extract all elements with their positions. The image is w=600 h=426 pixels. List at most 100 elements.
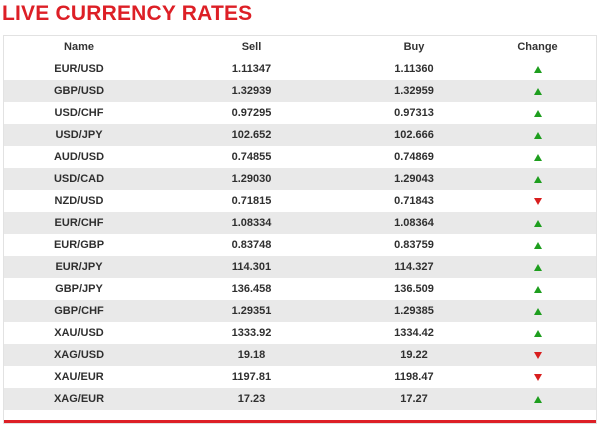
cell-change xyxy=(479,146,596,168)
triangle-up-icon xyxy=(533,175,542,183)
cell-name: USD/CAD xyxy=(4,168,154,190)
cell-sell: 102.652 xyxy=(154,124,349,146)
cell-sell: 0.83748 xyxy=(231,239,272,251)
cell-change xyxy=(479,58,596,80)
cell-name: AUD/USD xyxy=(53,151,105,163)
cell-buy: 1.08364 xyxy=(349,212,479,234)
cell-name: EUR/CHF xyxy=(4,212,154,234)
cell-name: XAG/EUR xyxy=(4,388,154,410)
cell-change xyxy=(479,124,596,146)
cell-sell: 1.29351 xyxy=(154,300,349,322)
table-row: XAG/EUR 17.23 17.27 xyxy=(4,388,596,410)
cell-name: EUR/GBP xyxy=(53,239,105,251)
triangle-up-icon xyxy=(533,153,542,161)
cell-change xyxy=(479,322,596,344)
cell-change xyxy=(479,366,596,388)
cell-change xyxy=(479,278,596,300)
cell-change xyxy=(479,190,596,212)
bottom-accent-rule xyxy=(4,420,596,423)
cell-buy: 136.509 xyxy=(394,283,434,295)
cell-change xyxy=(479,344,596,366)
triangle-up-icon xyxy=(533,329,542,337)
triangle-up-icon xyxy=(533,109,542,117)
cell-buy: 114.327 xyxy=(349,256,479,278)
cell-buy: 19.22 xyxy=(349,344,479,366)
triangle-up-icon xyxy=(533,263,542,271)
cell-sell: 1.11347 xyxy=(231,63,272,75)
cell-sell: 1197.81 xyxy=(231,371,272,383)
cell-sell: 1.08334 xyxy=(154,212,349,234)
table-row: XAU/EUR 1197.81 1198.47 xyxy=(4,366,596,388)
cell-sell: 114.301 xyxy=(154,256,349,278)
cell-change xyxy=(479,256,596,278)
cell-name: XAU/EUR xyxy=(54,371,104,383)
cell-change xyxy=(479,80,596,102)
table-row: GBP/USD 1.32939 1.32959 xyxy=(4,80,596,102)
triangle-up-icon xyxy=(533,307,542,315)
table-row: NZD/USD 0.71815 0.71843 xyxy=(4,190,596,212)
cell-sell: 0.97295 xyxy=(231,107,272,119)
cell-buy: 1.32959 xyxy=(349,80,479,102)
cell-buy: 1334.42 xyxy=(394,327,434,339)
cell-name: XAG/USD xyxy=(4,344,154,366)
table-row: EUR/JPY 114.301 114.327 xyxy=(4,256,596,278)
cell-name: USD/JPY xyxy=(4,124,154,146)
cell-sell: 19.18 xyxy=(154,344,349,366)
cell-name: XAU/USD xyxy=(54,327,104,339)
cell-change xyxy=(479,102,596,124)
cell-sell: 0.74855 xyxy=(231,151,272,163)
triangle-down-icon xyxy=(533,197,542,205)
column-header-sell: Sell xyxy=(241,41,262,53)
table-row: GBP/JPY 136.458 136.509 xyxy=(4,278,596,300)
triangle-down-icon xyxy=(533,351,542,359)
cell-name: EUR/USD xyxy=(54,63,104,75)
cell-buy: 1.29043 xyxy=(349,168,479,190)
table-row: XAG/USD 19.18 19.22 xyxy=(4,344,596,366)
cell-change xyxy=(479,212,596,234)
cell-buy: 1.11360 xyxy=(394,63,434,75)
column-header-change: Change xyxy=(517,41,558,53)
cell-change xyxy=(479,168,596,190)
table-row: USD/CHF 0.97295 0.97313 xyxy=(4,102,596,124)
cell-sell: 0.71815 xyxy=(231,195,272,207)
table-row: EUR/GBP 0.83748 0.83759 xyxy=(4,234,596,256)
cell-buy: 102.666 xyxy=(349,124,479,146)
column-header-name: Name xyxy=(64,41,94,53)
cell-name: GBP/USD xyxy=(4,80,154,102)
currency-rates-panel: Name Sell Buy Change EUR/USD 1.11347 1.113… xyxy=(3,35,597,424)
cell-buy: 0.74869 xyxy=(394,151,434,163)
cell-sell: 136.458 xyxy=(231,283,272,295)
table-row: XAU/USD 1333.92 1334.42 xyxy=(4,322,596,344)
cell-name: NZD/USD xyxy=(54,195,104,207)
table-row: EUR/USD 1.11347 1.11360 xyxy=(4,58,596,80)
cell-change xyxy=(479,300,596,322)
cell-sell: 1.29030 xyxy=(154,168,349,190)
cell-name: GBP/JPY xyxy=(55,283,103,295)
triangle-up-icon xyxy=(533,65,542,73)
cell-change xyxy=(479,388,596,410)
triangle-up-icon xyxy=(533,219,542,227)
table-header-row: Name Sell Buy Change xyxy=(4,36,596,58)
currency-rates-body: EUR/USD 1.11347 1.11360 GBP/USD 1.32939 1.329… xyxy=(4,58,596,410)
cell-name: GBP/CHF xyxy=(4,300,154,322)
triangle-up-icon xyxy=(533,131,542,139)
triangle-up-icon xyxy=(533,285,542,293)
cell-buy: 1.29385 xyxy=(349,300,479,322)
table-row: EUR/CHF 1.08334 1.08364 xyxy=(4,212,596,234)
table-row: USD/CAD 1.29030 1.29043 xyxy=(4,168,596,190)
cell-buy: 0.83759 xyxy=(394,239,434,251)
currency-rates-table: Name Sell Buy Change EUR/USD 1.11347 1.113… xyxy=(4,36,596,410)
column-header-buy: Buy xyxy=(403,41,425,53)
cell-buy: 0.71843 xyxy=(394,195,434,207)
triangle-up-icon xyxy=(533,395,542,403)
cell-sell: 1333.92 xyxy=(231,327,272,339)
cell-sell: 1.32939 xyxy=(154,80,349,102)
cell-name: EUR/JPY xyxy=(4,256,154,278)
page-title: LIVE CURRENCY RATES xyxy=(2,2,253,25)
table-row: AUD/USD 0.74855 0.74869 xyxy=(4,146,596,168)
triangle-up-icon xyxy=(533,241,542,249)
cell-change xyxy=(479,234,596,256)
table-row: USD/JPY 102.652 102.666 xyxy=(4,124,596,146)
table-row: GBP/CHF 1.29351 1.29385 xyxy=(4,300,596,322)
cell-sell: 17.23 xyxy=(154,388,349,410)
